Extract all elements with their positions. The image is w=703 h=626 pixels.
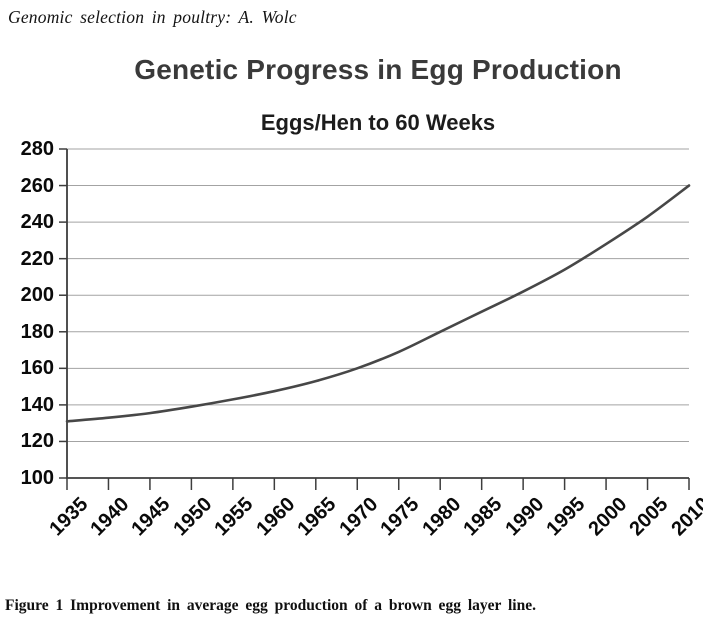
y-axis-tick-label: 180	[20, 320, 54, 343]
y-axis-tick-label: 280	[20, 138, 54, 160]
figure-caption: Figure 1 Improvement in average egg prod…	[5, 597, 536, 614]
y-axis-tick-label: 120	[20, 430, 54, 453]
egg-production-curve	[65, 184, 691, 423]
y-axis-tick-label: 160	[20, 357, 54, 380]
chart-title: Genetic Progress in Egg Production	[134, 54, 622, 85]
y-axis-tick-label: 200	[20, 284, 54, 307]
chart-subtitle: Eggs/Hen to 60 Weeks	[260, 110, 496, 135]
y-axis-tick-label: 240	[20, 211, 54, 234]
running-head: Genomic selection in poultry: A. Wolc	[8, 7, 297, 27]
y-axis-tick-label: 140	[20, 393, 54, 416]
y-axis-tick-label: 220	[20, 247, 54, 270]
y-axis-tick-label: 100	[20, 467, 54, 489]
y-axis-tick-label: 260	[20, 174, 54, 197]
